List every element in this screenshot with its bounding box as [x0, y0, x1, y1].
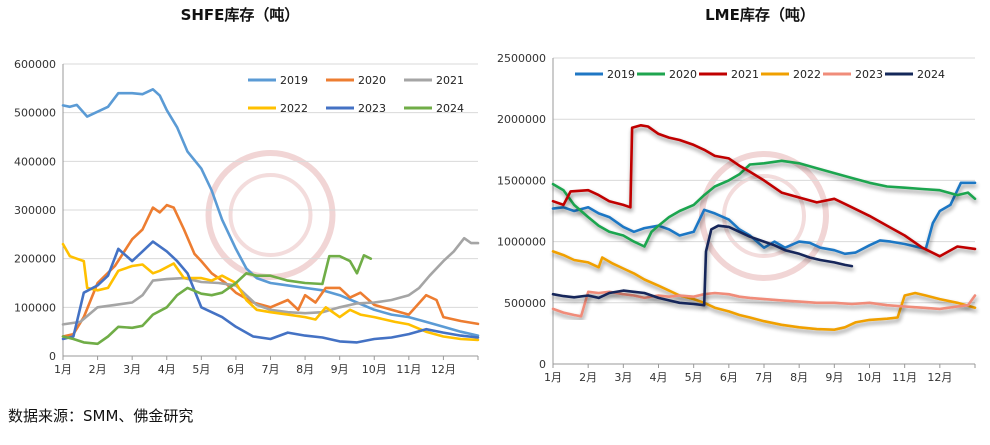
x-tick-label: 1月 [544, 371, 562, 384]
lme-chart: LME库存（吨） 0 500000 1000000 1500000 2000000 2500… [497, 6, 977, 384]
x-tick-label: 7月 [262, 363, 280, 376]
y-tick-label: 300000 [14, 204, 56, 217]
legend-label-2022: 2022 [793, 68, 821, 81]
series-line-2019 [551, 181, 977, 256]
legend-label-2019: 2019 [607, 68, 635, 81]
x-tick-label: 4月 [650, 371, 668, 384]
series-line-2021 [61, 236, 480, 326]
chart-title: SHFE库存（吨） [181, 6, 300, 24]
series-line-2024 [551, 224, 854, 307]
y-tick-label: 0 [539, 358, 546, 371]
legend-label-2022: 2022 [280, 102, 308, 115]
series-line-2019 [61, 88, 480, 337]
y-tick-label: 1000000 [497, 236, 546, 249]
series-line-2020 [551, 159, 977, 248]
legend-label-2024: 2024 [917, 68, 945, 81]
x-tick-label: 12月 [431, 363, 456, 376]
legend-label-2023: 2023 [855, 68, 883, 81]
x-tick-label: 10月 [362, 363, 387, 376]
x-tick-label: 3月 [614, 371, 632, 384]
x-tick-label: 7月 [755, 371, 773, 384]
x-tick-label: 2月 [89, 363, 107, 376]
y-tick-label: 1500000 [497, 174, 546, 187]
x-tick-label: 12月 [927, 371, 952, 384]
series-line-2022 [551, 250, 977, 331]
legend-label-2020: 2020 [669, 68, 697, 81]
legend-label-2019: 2019 [280, 74, 308, 87]
y-tick-label: 100000 [14, 301, 56, 314]
legend-label-2020: 2020 [358, 74, 386, 87]
watermark-inner [722, 174, 806, 258]
x-tick-label: 11月 [892, 371, 917, 384]
x-tick-label: 9月 [825, 371, 843, 384]
series-line-2021 [551, 124, 977, 258]
watermark-inner [228, 173, 313, 257]
y-tick-label: 0 [49, 350, 56, 363]
legend-label-2021: 2021 [731, 68, 759, 81]
y-tick-label: 500000 [14, 107, 56, 120]
x-tick-label: 2月 [579, 371, 597, 384]
source-note: 数据来源：SMM、佛金研究 [8, 407, 194, 425]
y-tick-label: 400000 [14, 155, 56, 168]
series-line-2023 [61, 240, 480, 344]
x-tick-label: 5月 [192, 363, 210, 376]
x-tick-label: 10月 [857, 371, 882, 384]
y-tick-label: 2000000 [497, 113, 546, 126]
x-tick-label: 3月 [123, 363, 141, 376]
x-tick-label: 8月 [790, 371, 808, 384]
chart-title: LME库存（吨） [705, 6, 815, 24]
x-tick-label: 11月 [396, 363, 421, 376]
x-tick-label: 6月 [720, 371, 738, 384]
legend-label-2023: 2023 [358, 102, 386, 115]
series-line-2023 [551, 290, 977, 318]
y-tick-label: 500000 [504, 297, 546, 310]
legend-label-2024: 2024 [436, 102, 464, 115]
x-tick-label: 4月 [158, 363, 176, 376]
y-tick-label: 200000 [14, 253, 56, 266]
y-tick-label: 600000 [14, 58, 56, 71]
series-line-2024 [61, 254, 373, 346]
x-tick-label: 5月 [685, 371, 703, 384]
x-tick-label: 1月 [54, 363, 72, 376]
legend-label-2021: 2021 [436, 74, 464, 87]
y-tick-label: 2500000 [497, 52, 546, 65]
series-line-2020 [61, 203, 480, 338]
x-tick-label: 6月 [227, 363, 245, 376]
x-tick-label: 8月 [296, 363, 314, 376]
x-tick-label: 9月 [331, 363, 349, 376]
series-line-2022 [61, 242, 480, 342]
shfe-chart: SHFE库存（吨） 0 100000 200000 300000 400000 500000… [14, 6, 480, 376]
